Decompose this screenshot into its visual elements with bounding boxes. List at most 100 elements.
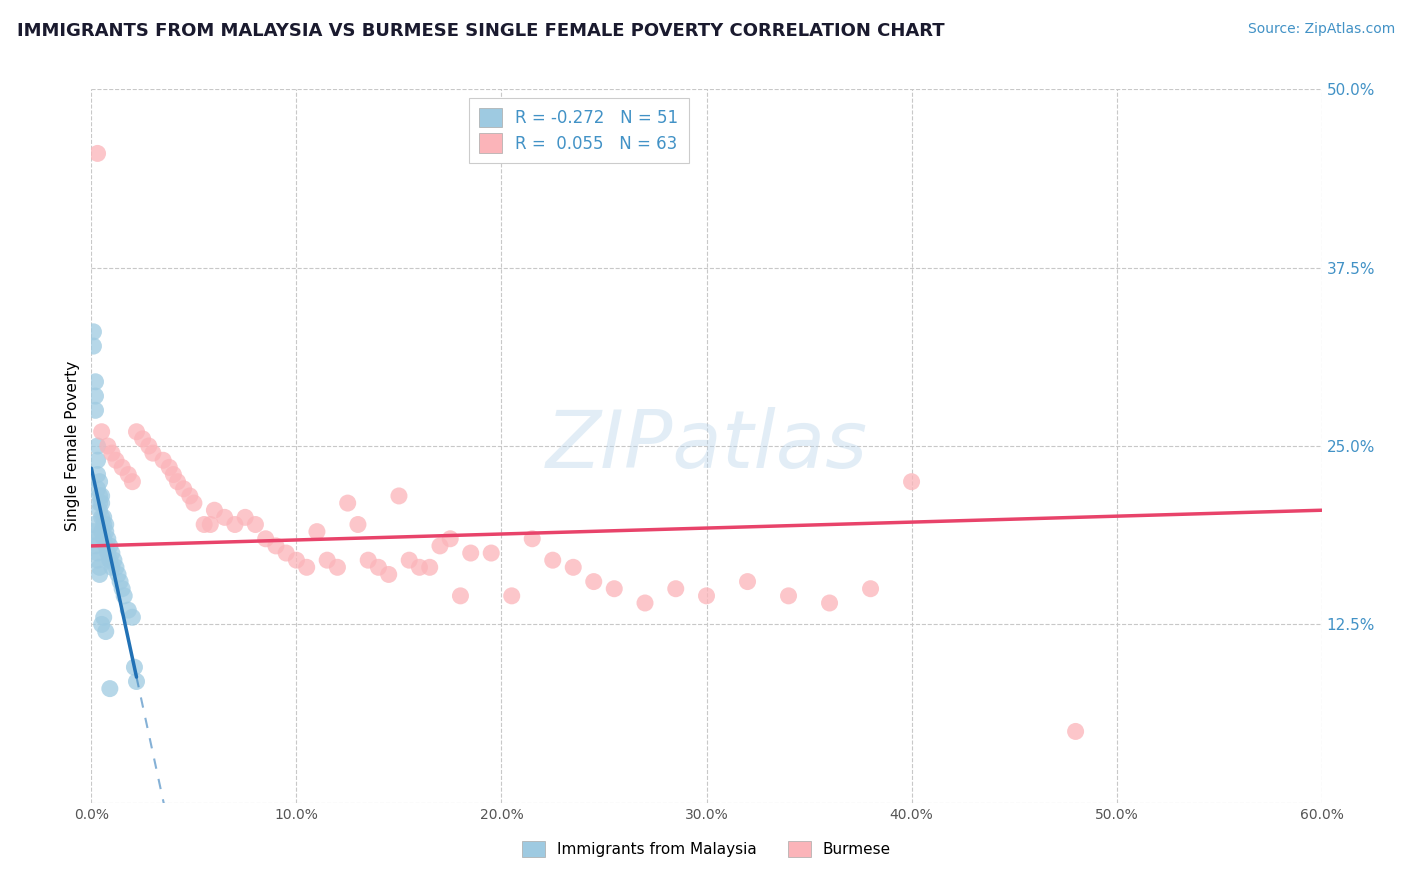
Point [86, 439, 108, 453]
Point [214, 510, 236, 524]
Point [82, 517, 104, 532]
Point [276, 546, 298, 560]
Point [562, 560, 585, 574]
Point [97, 532, 120, 546]
Point [603, 582, 626, 596]
Point [101, 446, 124, 460]
Point [101, 546, 124, 560]
Text: Source: ZipAtlas.com: Source: ZipAtlas.com [1247, 22, 1395, 37]
Point [105, 560, 127, 574]
Point [94, 539, 117, 553]
Point [90, 489, 112, 503]
Point [398, 553, 420, 567]
Point [1064, 724, 1087, 739]
Point [121, 610, 143, 624]
Point [89, 560, 111, 574]
Point [347, 517, 370, 532]
Point [900, 475, 922, 489]
Point [179, 489, 201, 503]
Point [522, 532, 544, 546]
Point [125, 425, 148, 439]
Point [84, 403, 107, 417]
Point [264, 539, 287, 553]
Point [86, 482, 108, 496]
Point [103, 553, 125, 567]
Point [336, 496, 359, 510]
Point [408, 560, 430, 574]
Point [142, 446, 165, 460]
Point [173, 482, 195, 496]
Point [254, 532, 277, 546]
Point [90, 524, 112, 539]
Point [89, 475, 111, 489]
Point [84, 532, 107, 546]
Point [111, 582, 134, 596]
Point [449, 589, 471, 603]
Point [94, 517, 117, 532]
Point [202, 503, 225, 517]
Point [695, 589, 717, 603]
Point [377, 567, 399, 582]
Point [86, 453, 108, 467]
Text: ZIPatlas: ZIPatlas [546, 407, 868, 485]
Point [108, 574, 131, 589]
Point [859, 582, 882, 596]
Point [295, 560, 318, 574]
Point [121, 475, 143, 489]
Point [818, 596, 841, 610]
Point [634, 596, 657, 610]
Point [86, 546, 108, 560]
Point [582, 574, 605, 589]
Point [326, 560, 349, 574]
Point [479, 546, 502, 560]
Point [285, 553, 308, 567]
Point [131, 432, 153, 446]
Point [419, 560, 441, 574]
Point [82, 524, 104, 539]
Legend: Immigrants from Malaysia, Burmese: Immigrants from Malaysia, Burmese [516, 835, 897, 863]
Point [93, 510, 115, 524]
Point [84, 539, 107, 553]
Point [97, 439, 120, 453]
Point [138, 439, 160, 453]
Point [367, 560, 389, 574]
Point [305, 524, 328, 539]
Point [86, 146, 108, 161]
Point [193, 517, 215, 532]
Point [111, 460, 134, 475]
Point [90, 496, 112, 510]
Point [93, 532, 115, 546]
Point [117, 603, 139, 617]
Point [105, 453, 127, 467]
Point [98, 681, 121, 696]
Point [89, 567, 111, 582]
Point [97, 546, 120, 560]
Point [84, 375, 107, 389]
Point [101, 560, 124, 574]
Point [460, 546, 482, 560]
Point [94, 624, 117, 639]
Point [429, 539, 451, 553]
Point [541, 553, 564, 567]
Point [737, 574, 759, 589]
Point [157, 460, 180, 475]
Point [93, 610, 115, 624]
Point [162, 467, 184, 482]
Point [86, 467, 108, 482]
Point [439, 532, 461, 546]
Point [98, 539, 121, 553]
Point [90, 617, 112, 632]
Point [245, 517, 267, 532]
Point [316, 553, 339, 567]
Point [86, 553, 108, 567]
Point [107, 567, 129, 582]
Point [89, 489, 111, 503]
Point [233, 510, 256, 524]
Point [82, 339, 104, 353]
Point [778, 589, 800, 603]
Text: IMMIGRANTS FROM MALAYSIA VS BURMESE SINGLE FEMALE POVERTY CORRELATION CHART: IMMIGRANTS FROM MALAYSIA VS BURMESE SING… [17, 22, 945, 40]
Point [89, 503, 111, 517]
Point [388, 489, 411, 503]
Point [98, 553, 121, 567]
Point [224, 517, 246, 532]
